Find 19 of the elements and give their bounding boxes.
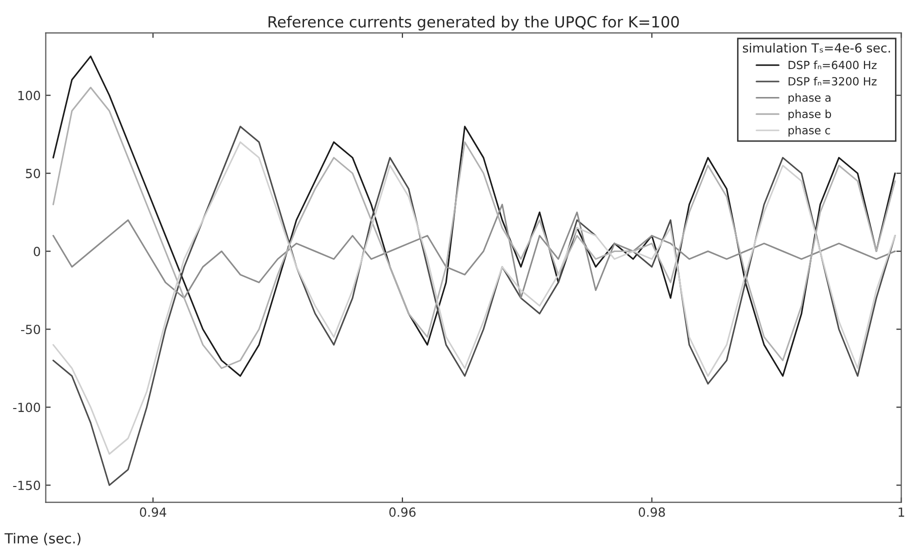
- x-tick-label: 0.94: [140, 507, 166, 517]
- y-tick-label: 0: [34, 246, 40, 256]
- legend-label: phase b: [788, 110, 832, 120]
- y-tick-label: 100: [18, 90, 40, 100]
- legend-label: phase a: [788, 93, 830, 104]
- y-tick-label: -100: [13, 402, 40, 412]
- y-tick-label: -150: [13, 480, 40, 490]
- x-axis-title: Time (sec.): [4, 532, 80, 546]
- legend-title: simulation Tₛ=4e-6 sec.: [742, 42, 890, 53]
- y-tick-label: -50: [21, 324, 40, 334]
- x-tick-label: 1: [898, 508, 904, 517]
- legend-label: DSP fₙ=3200 Hz: [788, 76, 877, 86]
- legend-label: DSP fₙ=6400 Hz: [788, 60, 877, 70]
- x-tick-label: 0.98: [638, 507, 665, 517]
- y-tick-label: 50: [26, 168, 40, 178]
- legend-label: phase c: [788, 126, 830, 137]
- chart-title: Reference currents generated by the UPQC for K=100: [268, 16, 679, 31]
- line-series: [52, 204, 896, 299]
- x-tick-label: 0.96: [389, 507, 416, 517]
